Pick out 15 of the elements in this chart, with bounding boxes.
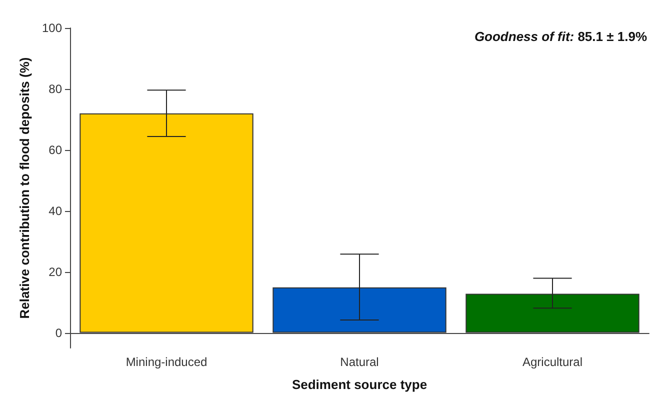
y-tick-label: 0 (55, 326, 62, 340)
y-tick-label: 60 (48, 142, 62, 157)
x-axis-title: Sediment source type (292, 377, 428, 392)
y-tick-label: 80 (48, 82, 62, 96)
x-tick-label: Mining-induced (126, 355, 208, 369)
y-tick-label: 40 (48, 204, 62, 218)
bar (80, 113, 254, 333)
bar (466, 294, 640, 333)
x-tick-label: Agricultural (522, 355, 583, 369)
bar (272, 287, 446, 333)
x-tick-label: Natural (340, 355, 379, 369)
y-axis-title: Relative contribution to flood deposits (%) (17, 57, 32, 319)
annotation: Goodness of fit: 85.1 ± 1.9% (474, 29, 648, 44)
y-tick-label: 100 (42, 21, 62, 35)
y-tick-label: 20 (48, 264, 62, 279)
